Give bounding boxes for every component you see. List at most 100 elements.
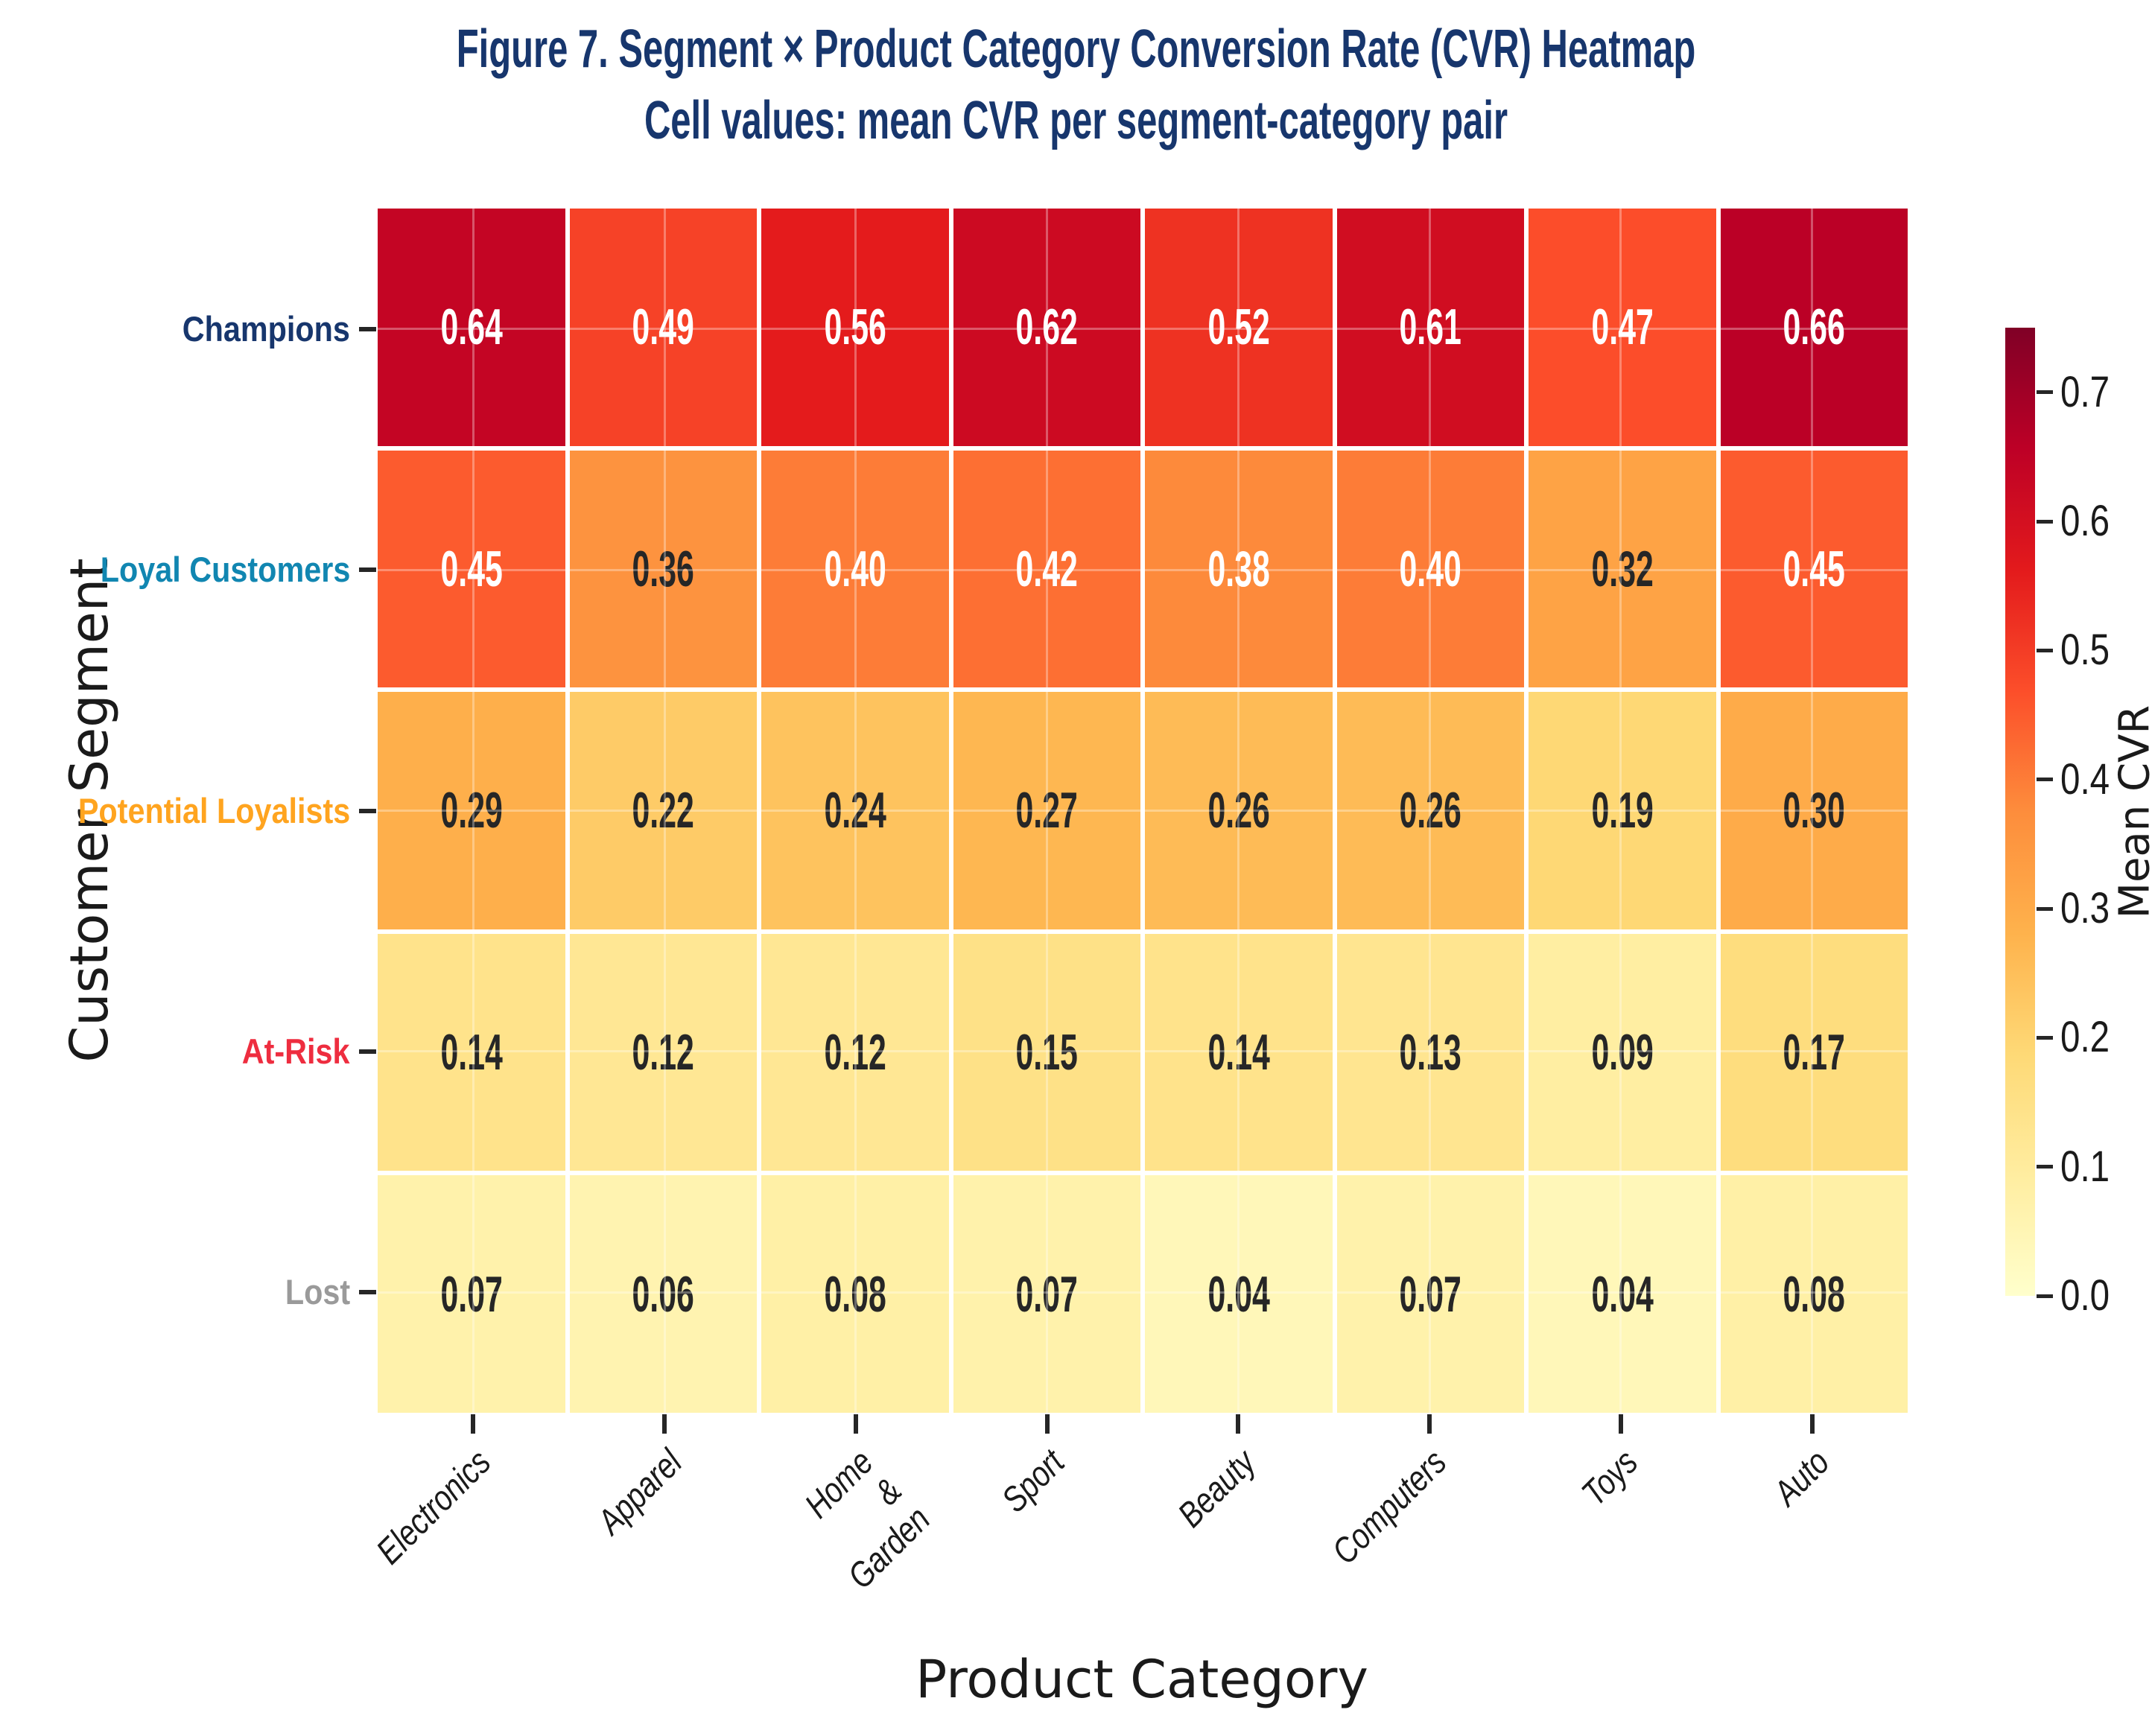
colorbar-tick-label: 0.0 (2060, 1272, 2152, 1320)
heatmap-cell: 0.13 (1336, 933, 1524, 1171)
figure-title-line2: Cell values: mean CVR per segment-catego… (644, 91, 1508, 150)
cell-value: 0.29 (440, 782, 503, 839)
cell-value: 0.38 (1207, 540, 1270, 597)
y-tick-label-text: Potential Loyalists (77, 790, 350, 830)
cell-value: 0.26 (1399, 782, 1461, 839)
y-tick-label-loyal-customers: Loyal Customers (0, 543, 350, 597)
cell-value: 0.32 (1591, 540, 1654, 597)
colorbar-tick-label-text: 0.4 (2060, 754, 2110, 804)
x-tick-label-text: Beauty (1170, 1443, 1263, 1536)
heatmap-cell: 0.04 (1145, 1175, 1333, 1413)
heatmap-cell: 0.07 (1336, 1175, 1524, 1413)
x-tick-label-text: Electronics (369, 1443, 498, 1572)
heatmap-cell: 0.08 (1720, 1175, 1908, 1413)
colorbar-tick-mark (2037, 390, 2053, 395)
heatmap-cell: 0.14 (378, 933, 565, 1171)
colorbar-tick-label-text: 0.1 (2060, 1142, 2110, 1191)
x-tick-mark (1618, 1414, 1623, 1434)
cell-value: 0.08 (1783, 1265, 1845, 1323)
x-tick-label-text: Home & Garden (797, 1443, 938, 1597)
cell-value: 0.19 (1591, 782, 1654, 839)
x-tick-mark (853, 1414, 858, 1434)
figure-title: Figure 7. Segment × Product Category Con… (0, 13, 2152, 156)
x-axis-title: Product Category (915, 1649, 1368, 1710)
colorbar-tick-label: 0.3 (2060, 885, 2152, 932)
x-tick-label-text: Auto (1766, 1443, 1838, 1513)
y-tick-label-potential-loyalists: Potential Loyalists (0, 784, 350, 838)
cell-value: 0.12 (632, 1024, 694, 1081)
colorbar-tick-mark (2037, 648, 2053, 652)
x-tick-label-text: Sport (994, 1443, 1073, 1521)
cell-value: 0.47 (1591, 299, 1654, 356)
colorbar-tick-label-text: 0.3 (2060, 884, 2110, 932)
x-tick-label-text: Computers (1325, 1443, 1455, 1572)
heatmap-cell: 0.49 (569, 209, 757, 446)
cell-value: 0.07 (1399, 1265, 1461, 1323)
heatmap-cell: 0.38 (1145, 450, 1333, 688)
y-tick-mark (359, 1049, 376, 1054)
x-tick-mark (1809, 1414, 1815, 1434)
cell-value: 0.40 (1399, 540, 1461, 597)
cell-value: 0.09 (1591, 1024, 1654, 1081)
cell-value: 0.26 (1207, 782, 1270, 839)
cell-value: 0.45 (440, 540, 503, 597)
heatmap-cell: 0.19 (1529, 692, 1716, 929)
heatmap-cell: 0.32 (1529, 450, 1716, 688)
cell-value: 0.06 (632, 1265, 694, 1323)
cell-value: 0.07 (1015, 1265, 1078, 1323)
heatmap-cell: 0.04 (1529, 1175, 1716, 1413)
heatmap-cell: 0.15 (953, 933, 1140, 1171)
cell-value: 0.52 (1207, 299, 1270, 356)
heatmap-cell: 0.17 (1720, 933, 1908, 1171)
cell-value: 0.49 (632, 299, 694, 356)
cell-value: 0.08 (824, 1265, 886, 1323)
colorbar-gradient (2005, 328, 2035, 1296)
colorbar-tick-label: 0.4 (2060, 754, 2152, 804)
colorbar-tick-mark (2037, 1035, 2053, 1040)
figure-title-line1: Figure 7. Segment × Product Category Con… (456, 19, 1696, 79)
cell-value: 0.30 (1783, 782, 1845, 839)
heatmap-cell: 0.12 (569, 933, 757, 1171)
y-tick-label-lost: Lost (0, 1265, 350, 1319)
cell-value: 0.56 (824, 299, 886, 356)
colorbar-tick-label: 0.6 (2060, 497, 2152, 545)
heatmap-cell: 0.27 (953, 692, 1140, 929)
colorbar-tick-label: 0.7 (2060, 368, 2152, 416)
y-tick-mark (359, 326, 376, 331)
cell-value: 0.36 (632, 540, 694, 597)
heatmap-cell: 0.40 (1336, 450, 1524, 688)
heatmap-cell: 0.42 (953, 450, 1140, 688)
heatmap-cell: 0.56 (761, 209, 949, 446)
colorbar-tick-label-text: 0.6 (2060, 497, 2110, 545)
cell-value: 0.42 (1015, 540, 1078, 597)
heatmap-cell: 0.66 (1720, 209, 1908, 446)
x-tick-label-text: Toys (1575, 1443, 1646, 1514)
heatmap-cell: 0.45 (378, 450, 565, 688)
cell-value: 0.15 (1015, 1024, 1078, 1081)
colorbar-title: Mean CVR (2110, 705, 2152, 919)
heatmap-cell: 0.36 (569, 450, 757, 688)
colorbar-tick-label: 0.1 (2060, 1142, 2152, 1191)
x-tick-mark (1427, 1414, 1432, 1434)
cell-value: 0.17 (1783, 1024, 1845, 1081)
y-tick-label-text: At-Risk (242, 1031, 350, 1071)
cell-value: 0.07 (440, 1265, 503, 1323)
x-tick-mark (471, 1414, 476, 1434)
heatmap-cell: 0.14 (1145, 933, 1333, 1171)
heatmap-cell: 0.08 (761, 1175, 949, 1413)
colorbar-tick-mark (2037, 519, 2053, 524)
heatmap-cell: 0.09 (1529, 933, 1716, 1171)
x-tick-label-text: Apparel (590, 1443, 690, 1542)
cell-value: 0.12 (824, 1024, 886, 1081)
cell-value: 0.14 (440, 1024, 503, 1081)
heatmap-cell: 0.40 (761, 450, 949, 688)
heatmap-cell: 0.24 (761, 692, 949, 929)
colorbar-tick-label: 0.5 (2060, 626, 2152, 674)
heatmap-cell: 0.26 (1336, 692, 1524, 929)
y-tick-label-at-risk: At-Risk (0, 1025, 350, 1078)
heatmap-cell: 0.61 (1336, 209, 1524, 446)
heatmap-cell: 0.62 (953, 209, 1140, 446)
heatmap-cell: 0.64 (378, 209, 565, 446)
cell-value: 0.40 (824, 540, 886, 597)
